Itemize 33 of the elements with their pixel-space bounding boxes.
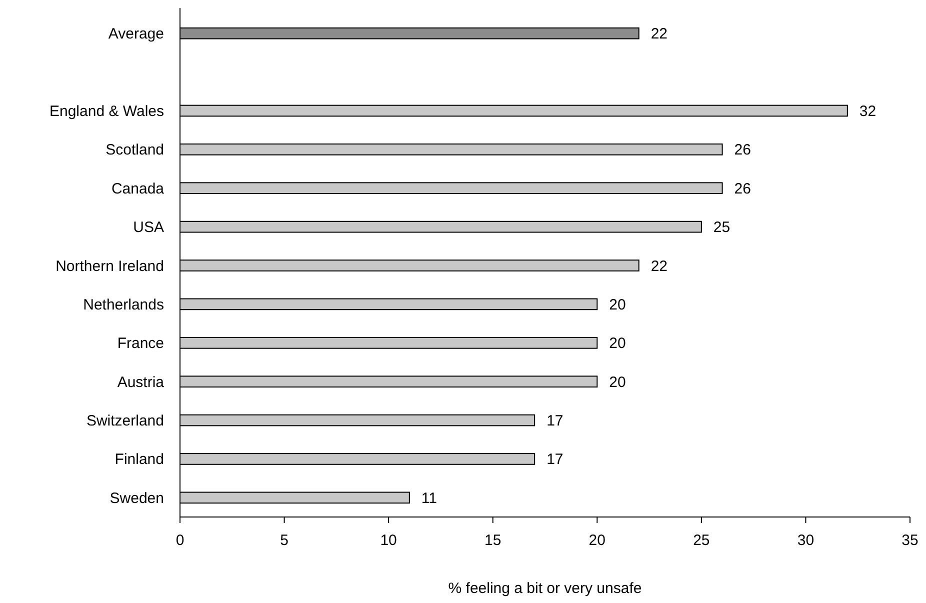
x-tick-label: 35 xyxy=(902,532,918,549)
data-label: 17 xyxy=(546,451,564,468)
y-tick-label: Average xyxy=(108,26,164,43)
y-tick-label: Austria xyxy=(117,374,165,391)
y-tick-label: Scotland xyxy=(106,142,164,159)
y-tick-label: USA xyxy=(133,219,164,236)
data-label: 32 xyxy=(859,102,876,120)
y-tick-label: Finland xyxy=(114,451,164,468)
y-tick-label: Sweden xyxy=(110,490,164,507)
x-tick-label: 30 xyxy=(797,532,814,549)
y-tick-label: Switzerland xyxy=(86,412,164,430)
x-tick-label: 25 xyxy=(693,532,710,549)
data-label: 26 xyxy=(734,180,751,198)
data-label: 20 xyxy=(609,296,626,314)
data-label: 22 xyxy=(650,258,668,275)
data-label: 20 xyxy=(609,335,626,352)
y-tick-label: Netherlands xyxy=(83,296,164,314)
data-label: 11 xyxy=(421,490,438,507)
data-label: 20 xyxy=(609,374,626,391)
x-axis-title: % feeling a bit or very unsafe xyxy=(448,580,642,597)
x-tick-label: 20 xyxy=(588,532,606,549)
y-tick-label: Canada xyxy=(111,180,165,198)
y-tick-label: France xyxy=(117,335,164,352)
x-tick-label: 15 xyxy=(484,532,502,549)
data-label: 17 xyxy=(546,412,564,430)
y-tick-label: Northern Ireland xyxy=(56,258,164,275)
data-label: 26 xyxy=(734,142,751,159)
data-label: 25 xyxy=(713,219,730,236)
x-tick-label: 5 xyxy=(280,532,288,549)
x-tick-label: 0 xyxy=(176,532,184,549)
data-label: 22 xyxy=(650,26,668,43)
y-tick-label: England & Wales xyxy=(49,102,164,120)
x-tick-label: 10 xyxy=(380,532,397,549)
